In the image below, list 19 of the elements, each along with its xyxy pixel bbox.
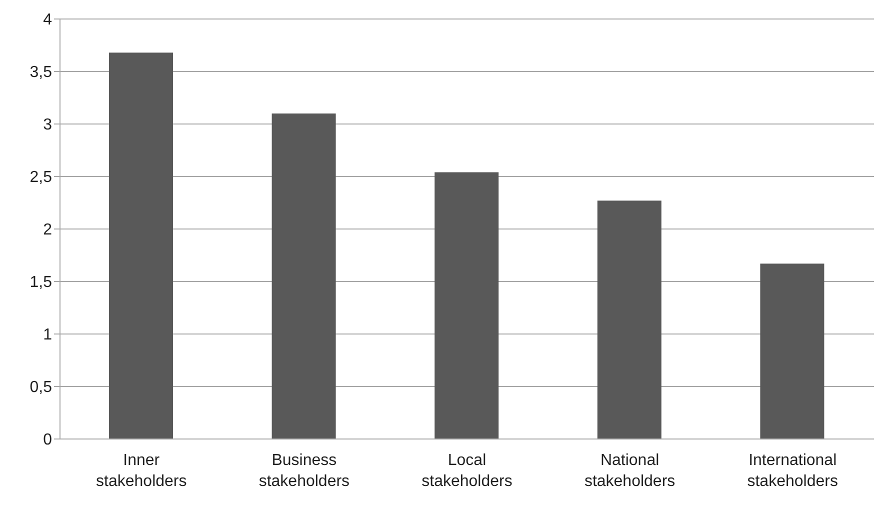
bar <box>597 200 662 439</box>
x-tick-label: Inner stakeholders <box>96 452 187 490</box>
y-tick-label: 3 <box>43 116 52 134</box>
y-tick-label: 0,5 <box>30 379 52 396</box>
y-tick-label: 1 <box>43 326 52 344</box>
y-tick-label: 3,5 <box>30 64 52 82</box>
y-tick-label: 0 <box>43 432 52 449</box>
bar <box>434 172 499 439</box>
y-tick-label: 2,5 <box>30 169 52 186</box>
x-tick-label: Local stakeholders <box>422 452 512 490</box>
x-tick-label: International stakeholders <box>747 452 838 490</box>
x-tick-label: National stakeholders <box>584 452 676 490</box>
bar <box>760 264 824 439</box>
bar <box>109 52 173 439</box>
bar <box>272 114 336 439</box>
y-tick-label: 2 <box>43 222 52 239</box>
x-tick-label: Business stakeholders <box>258 452 350 490</box>
y-tick-label: 1,5 <box>30 274 52 292</box>
y-tick-label: 4 <box>43 12 52 29</box>
